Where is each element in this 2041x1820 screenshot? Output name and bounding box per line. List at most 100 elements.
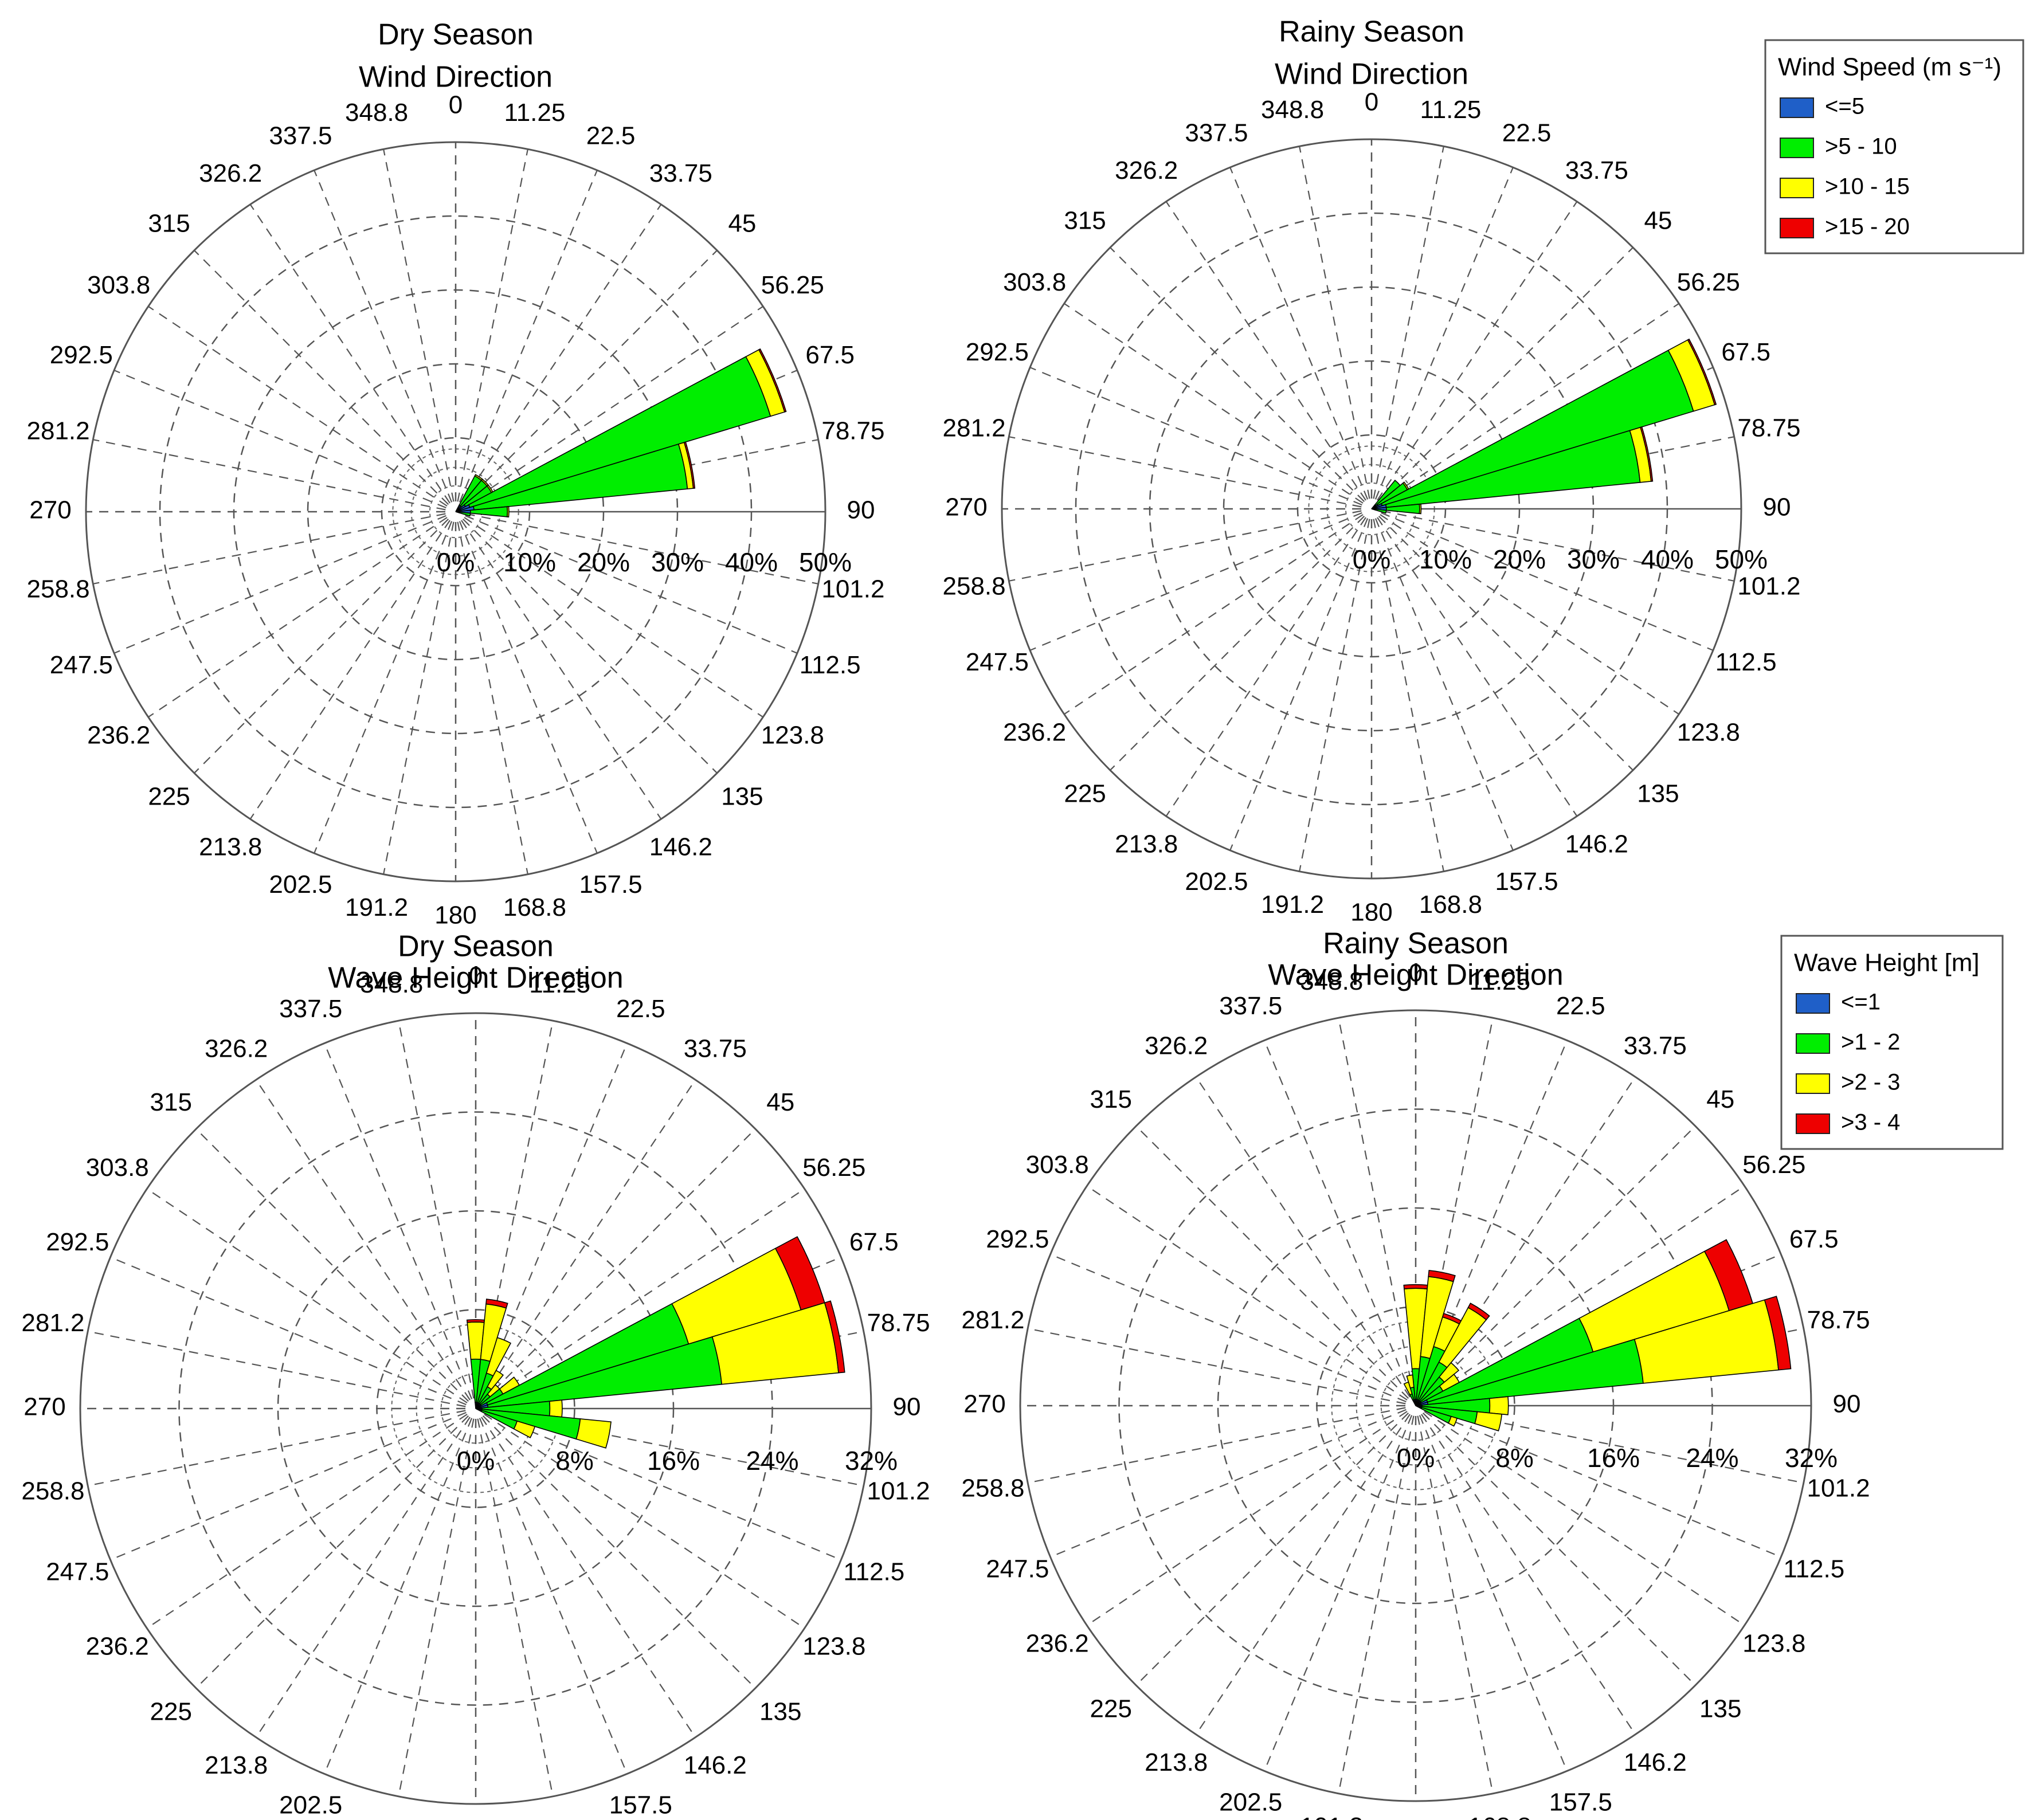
grid-spoke [1378,247,1633,503]
direction-label: 202.5 [1185,868,1248,896]
grid-spoke [465,513,818,585]
grid-spoke [110,1256,467,1406]
direction-label: 247.5 [46,1558,109,1586]
direction-label: 191.2 [345,893,408,921]
direction-label: 202.5 [269,870,332,899]
grid-spoke [464,305,763,507]
direction-label: 0 [1365,88,1378,116]
direction-label: 45 [1644,207,1672,235]
grid-spoke [462,518,718,774]
direction-label: 67.5 [849,1228,899,1256]
direction-label: 0 [449,91,463,119]
direction-label: 348.8 [360,970,423,998]
direction-label: 33.75 [1565,156,1628,185]
direction-label: 247.5 [986,1555,1049,1583]
radial-tick-label: 50% [1715,544,1768,574]
grid-spoke [1135,1125,1409,1399]
grid-spoke [1195,1414,1411,1735]
grid-spoke [461,520,662,819]
radial-tick-label: 50% [799,547,852,577]
legend-item-label: >5 - 10 [1825,134,1897,159]
radial-tick-label: 0% [457,1446,495,1476]
radial-tick-label: 8% [555,1446,593,1476]
direction-label: 225 [1090,1695,1132,1723]
legend-title: Wave Height [m] [1794,949,1980,977]
direction-label: 22.5 [1502,119,1552,147]
direction-label: 303.8 [86,1154,149,1182]
grid-spoke [314,170,453,503]
grid-spoke [1381,510,1734,582]
direction-label: 22.5 [616,995,665,1023]
direction-label: 213.8 [205,1751,268,1779]
grid-spoke [1417,1415,1494,1794]
direction-label: 101.2 [821,575,884,603]
chart-title-line-2: Wave Height Direction [1268,959,1563,992]
direction-label: 292.5 [46,1228,109,1256]
direction-label: 258.8 [961,1474,1024,1502]
direction-label: 337.5 [279,995,342,1023]
direction-label: 292.5 [50,341,113,369]
wedge-segment [1428,1270,1456,1282]
direction-label: 270 [945,493,987,521]
grid-spoke [314,521,453,854]
direction-label: 67.5 [805,341,855,369]
radial-tick-label: 32% [845,1446,898,1476]
direction-label: 112.5 [800,651,861,679]
grid-spoke [481,1417,696,1738]
direction-label: 213.8 [1145,1748,1208,1776]
direction-label: 78.75 [1737,414,1800,442]
direction-label: 90 [893,1393,921,1421]
grid-spoke [194,518,449,774]
direction-label: 191.2 [1261,891,1324,919]
chart-title-line-1: Rainy Season [1323,927,1509,960]
grid-spoke [113,370,446,509]
grid-spoke [255,1079,471,1401]
grid-spoke [1135,1412,1409,1686]
direction-label: 281.2 [961,1306,1024,1334]
direction-label: 112.5 [1783,1555,1844,1583]
grid-spoke [1338,1415,1415,1794]
direction-label: 101.2 [1737,572,1800,601]
direction-label: 326.2 [1145,1031,1208,1060]
direction-label: 45 [766,1088,794,1116]
direction-label: 326.2 [199,159,262,187]
direction-label: 213.8 [199,833,262,861]
wedge-segment [549,1399,563,1418]
legend-swatch [1796,993,1830,1014]
grid-spoke [1374,167,1514,500]
grid-spoke [398,1418,475,1797]
wedge-segment [487,1370,504,1390]
wedge-segment [485,1337,512,1377]
grid-spoke [482,1415,756,1689]
radial-tick-label: 10% [1419,544,1472,574]
direction-label: 270 [963,1390,1005,1418]
direction-label: 236.2 [87,721,150,749]
grid-spoke [461,204,662,504]
grid-spoke [1377,517,1578,817]
direction-label: 90 [1833,1390,1861,1418]
direction-label: 337.5 [1185,119,1248,147]
direction-label: 348.8 [1261,96,1324,124]
grid-spoke [1377,201,1578,501]
legend-item-label: >2 - 3 [1841,1070,1900,1095]
direction-label: 0 [1409,959,1423,987]
chart-title-line-2: Wave Height Direction [328,962,623,995]
wedge-segment [1403,1284,1428,1290]
direction-label: 348.8 [1300,967,1363,995]
direction-label: 292.5 [966,338,1029,366]
grid-spoke [383,521,455,874]
wedge-segment [485,1299,508,1309]
radial-tick-label: 40% [1641,544,1694,574]
direction-label: 258.8 [943,572,1006,601]
grid-spoke [88,1410,466,1486]
radial-tick-label: 30% [1567,544,1620,574]
grid-spoke [1229,518,1369,851]
direction-label: 56.25 [1677,268,1740,296]
grid-spoke [1422,1412,1696,1686]
grid-spoke [194,250,449,505]
direction-label: 157.5 [609,1791,672,1819]
direction-label: 112.5 [1715,648,1777,676]
direction-label: 247.5 [50,651,113,679]
grid-spoke [383,149,455,502]
